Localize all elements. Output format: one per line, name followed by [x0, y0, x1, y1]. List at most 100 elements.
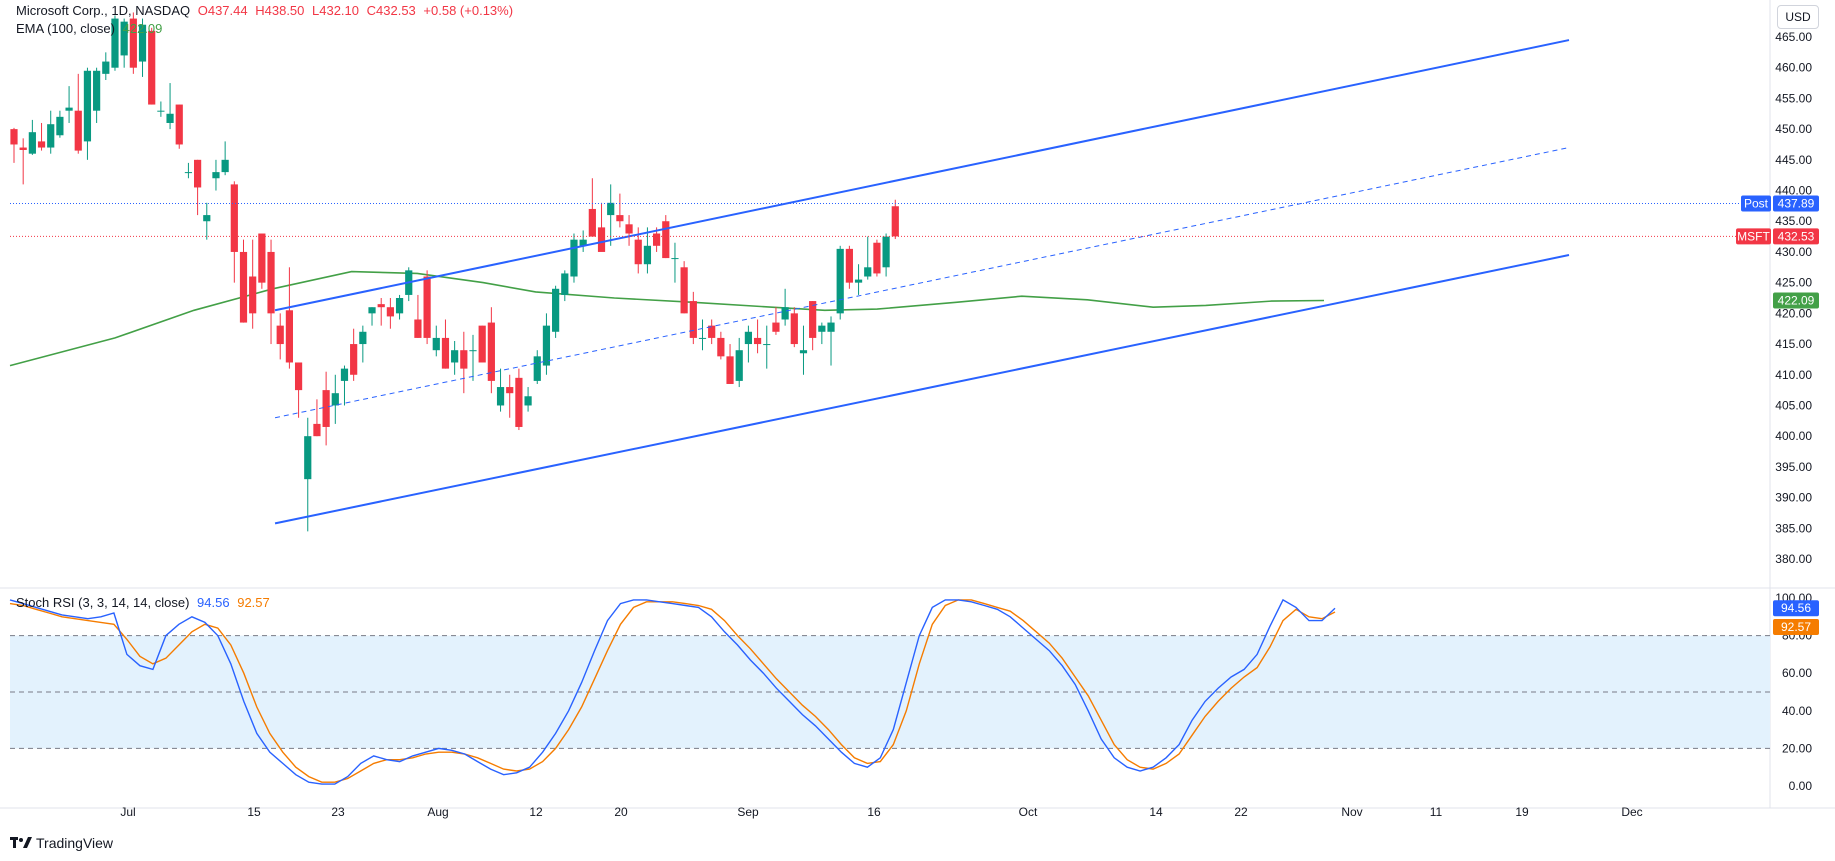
channel-mid-line — [274, 147, 1570, 419]
candle — [423, 270, 431, 345]
candle-body — [689, 301, 697, 338]
stoch-label: Stoch RSI (3, 3, 14, 14, close) — [16, 595, 190, 610]
stoch-d-badge-text: 92.57 — [1781, 620, 1811, 634]
candle-body — [10, 129, 18, 145]
time-axis[interactable]: Jul 15 23 Aug 12 20 Sep 16 Oct 14 22 Nov 11 19 Dec — [120, 805, 1642, 819]
channel-lines[interactable] — [274, 39, 1570, 525]
candle-body — [607, 202, 615, 216]
stoch-k-badge-text: 94.56 — [1781, 601, 1811, 615]
candle-body — [249, 276, 257, 314]
stoch-band-fill — [10, 635, 1770, 749]
candle-body — [753, 337, 762, 345]
currency-button[interactable]: USD — [1777, 5, 1819, 29]
candle-body — [230, 184, 238, 252]
candle — [175, 104, 183, 149]
candle-body — [524, 396, 532, 406]
candle-body — [340, 368, 349, 381]
candle-body — [313, 423, 321, 437]
post-price-badge-text: 437.89 — [1778, 196, 1815, 210]
candle — [854, 264, 863, 295]
stoch-k-badge: 94.56 — [1773, 600, 1819, 617]
price-tick-label: 385.00 — [1775, 521, 1812, 535]
candle — [753, 319, 762, 354]
candle-body — [322, 390, 330, 427]
candle — [542, 313, 551, 375]
candle-body — [258, 233, 266, 283]
stoch-tick-label: 0.00 — [1789, 779, 1813, 793]
candle-body — [294, 362, 303, 391]
candle-body — [643, 245, 652, 265]
time-tick-label: Nov — [1341, 805, 1362, 819]
candle-body — [570, 239, 578, 277]
candle — [882, 233, 890, 277]
stoch-d-line — [9, 599, 1336, 783]
candle-body — [708, 325, 716, 338]
tradingview-logo[interactable]: TradingView — [10, 835, 113, 851]
candle-body — [561, 273, 569, 295]
candle-body — [350, 344, 358, 375]
candle — [533, 350, 541, 384]
candle — [552, 285, 560, 338]
candle — [524, 387, 532, 412]
price-tick-label: 410.00 — [1775, 368, 1812, 382]
stoch-d-badge-bg — [1773, 618, 1819, 635]
candle — [184, 162, 193, 179]
candle-body — [542, 325, 551, 366]
candle-body — [845, 248, 853, 283]
candle-body — [19, 147, 27, 150]
candle — [111, 15, 119, 71]
time-tick-label: 14 — [1149, 805, 1163, 819]
candle-body — [203, 215, 211, 222]
candle — [203, 202, 211, 240]
price-tick-label: 445.00 — [1775, 153, 1812, 167]
candle-body — [175, 104, 183, 145]
symbol-label-badge-text: MSFT — [1737, 229, 1770, 243]
ema-legend[interactable]: EMA (100, close) 422.09 — [16, 21, 162, 37]
price-tick-label: 435.00 — [1775, 214, 1812, 228]
candle-body — [506, 387, 514, 394]
candle-body — [653, 233, 661, 246]
price-tick-label: 380.00 — [1775, 552, 1812, 566]
stoch-legend[interactable]: Stoch RSI (3, 3, 14, 14, close) 94.56 92… — [16, 595, 270, 611]
candle — [515, 368, 523, 431]
candle — [194, 159, 202, 216]
candle-body — [83, 70, 92, 142]
candle-body — [478, 325, 486, 363]
price-tick-label: 420.00 — [1775, 306, 1812, 320]
candle — [359, 325, 367, 363]
candle-body — [414, 319, 422, 338]
candle — [414, 294, 422, 338]
symbol-label-badge: MSFT — [1736, 228, 1771, 245]
symbol-line: Microsoft Corp., 1D, NASDAQ — [16, 3, 191, 18]
candle-body — [726, 356, 734, 384]
candle-body — [790, 313, 798, 345]
candle — [689, 291, 697, 345]
price-axis[interactable]: 380.00 385.00 390.00 395.00 400.00 405.00 410.… — [1775, 30, 1812, 566]
price-tick-label: 405.00 — [1775, 398, 1812, 412]
candle — [322, 371, 330, 446]
candle — [340, 365, 349, 406]
candle — [662, 215, 670, 259]
post-label-badge-bg — [1741, 195, 1771, 212]
candle-body — [157, 110, 165, 112]
candle-body — [304, 436, 312, 480]
candle — [83, 67, 92, 160]
candle-body — [698, 337, 707, 339]
candle-body — [469, 350, 477, 352]
channel-upper-line — [274, 39, 1570, 312]
candle — [698, 319, 707, 351]
stoch-tick-label: 40.00 — [1782, 704, 1812, 718]
candle — [579, 230, 587, 252]
candle — [230, 181, 238, 283]
candle — [487, 307, 495, 394]
candle-body — [662, 221, 670, 259]
candle — [129, 12, 137, 74]
candle-body — [588, 208, 596, 237]
post-label-badge-text: Post — [1744, 196, 1769, 210]
time-tick-label: 23 — [331, 805, 345, 819]
candle-body — [680, 267, 688, 314]
candle-body — [671, 258, 679, 260]
close-value: C432.53 — [366, 3, 416, 18]
candle-body — [331, 393, 339, 406]
